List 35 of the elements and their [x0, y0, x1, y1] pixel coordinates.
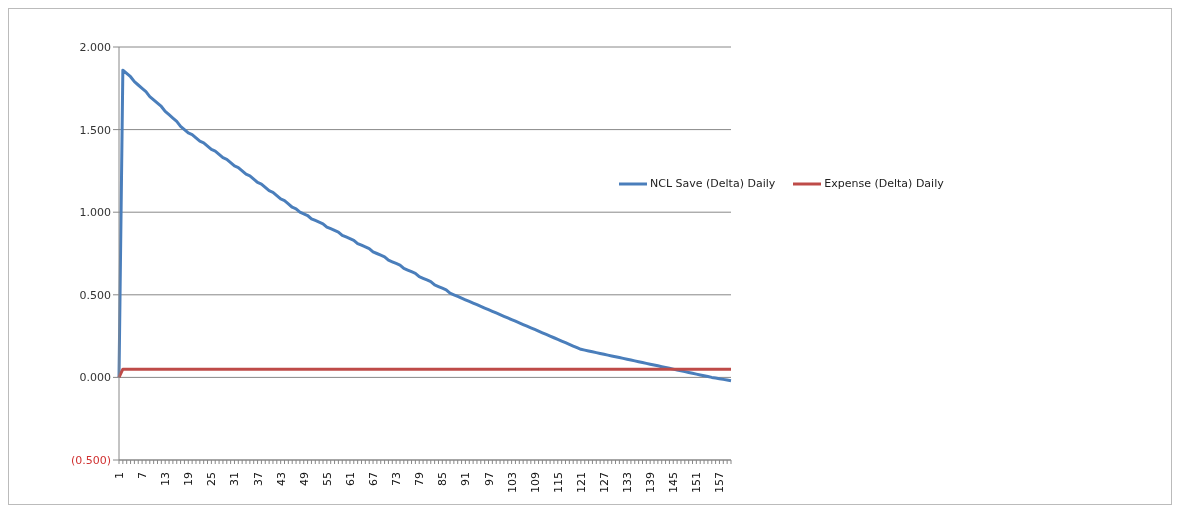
x-tick-label: 115 [551, 472, 565, 493]
x-tick-label: 49 [297, 472, 311, 486]
y-tick-label: 0.000 [79, 371, 111, 385]
x-tick-label: 91 [459, 472, 473, 486]
x-tick-label: 37 [251, 472, 265, 486]
x-tick-label: 7 [136, 472, 150, 479]
x-tick-label: 157 [713, 472, 727, 493]
x-tick-label: 85 [436, 472, 450, 486]
x-tick-label: 97 [482, 472, 496, 486]
y-tick-label: 2.000 [79, 41, 111, 54]
x-tick-label: 73 [390, 472, 404, 486]
x-tick-label: 43 [274, 472, 288, 486]
legend-label: Expense (Delta) Daily [824, 177, 944, 190]
x-tick-label: 103 [505, 472, 519, 493]
x-tick-label: 25 [205, 472, 219, 486]
x-tick-label: 127 [597, 472, 611, 493]
x-tick-label: 109 [528, 472, 542, 493]
x-tick-label: 133 [621, 472, 635, 493]
x-tick-label: 13 [159, 472, 173, 486]
x-tick-label: 121 [574, 472, 588, 493]
x-tick-label: 79 [413, 472, 427, 486]
x-tick-label: 55 [320, 472, 334, 486]
x-tick-label: 145 [667, 472, 681, 493]
legend-label: NCL Save (Delta) Daily [650, 177, 776, 190]
y-tick-label: 0.500 [79, 288, 111, 302]
x-tick-label: 1 [113, 472, 126, 479]
y-tick-label: (0.500) [70, 454, 111, 467]
x-tick-label: 67 [367, 472, 381, 486]
x-tick-label: 151 [690, 472, 704, 493]
x-tick-label: 19 [182, 472, 196, 486]
y-tick-label: 1.000 [79, 206, 111, 220]
x-tick-label: 139 [644, 472, 658, 493]
x-tick-label: 61 [343, 472, 357, 486]
x-tick-label: 31 [228, 472, 242, 486]
y-tick-label: 1.500 [79, 123, 111, 137]
